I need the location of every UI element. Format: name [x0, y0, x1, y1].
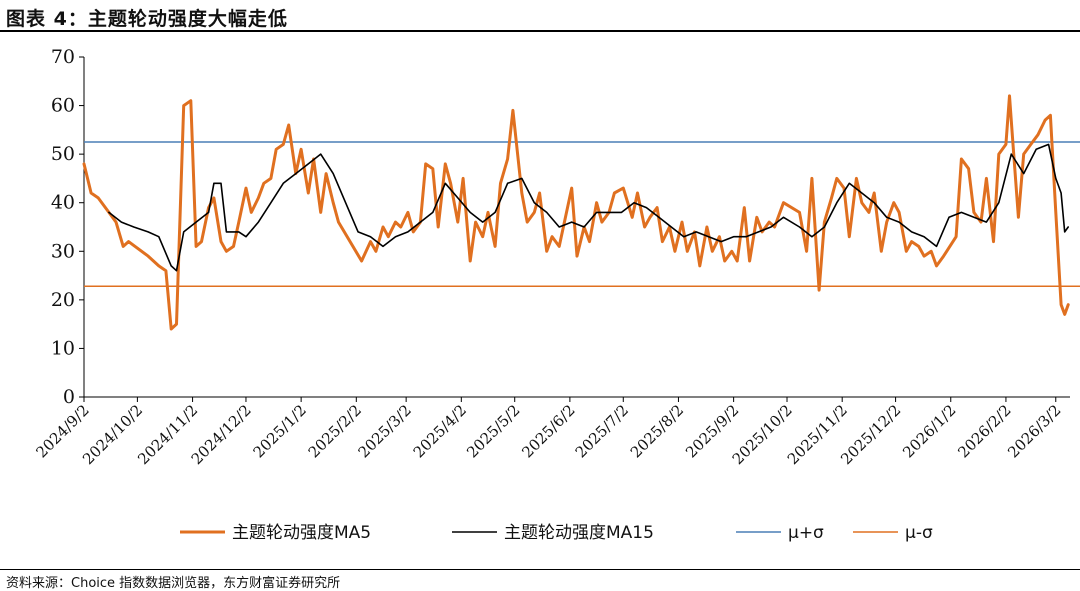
x-tick-label: 2026/1/2 [899, 401, 959, 461]
title-rule [0, 30, 1080, 32]
legend: 主题轮动强度MA5 主题轮动强度MA15 μ+σ μ-σ [180, 523, 933, 543]
y-tick-label: 50 [51, 143, 75, 165]
series-lines [82, 94, 1070, 331]
legend-label: 主题轮动强度MA5 [232, 523, 371, 543]
x-tick-label: 2025/5/2 [463, 401, 523, 461]
y-tick-label: 60 [51, 95, 75, 117]
axes: 0102030405060702024/9/22024/10/22024/11/… [32, 46, 1070, 468]
y-tick-label: 20 [51, 289, 75, 311]
x-tick-label: 2025/6/2 [518, 401, 578, 461]
x-tick-label: 2025/7/2 [572, 401, 632, 461]
series-ma15-line [108, 143, 1069, 272]
legend-label: μ+σ [788, 523, 824, 543]
x-tick-label: 2026/3/2 [1004, 401, 1064, 461]
y-tick-label: 30 [51, 240, 75, 262]
x-tick-label: 2026/2/2 [954, 401, 1014, 461]
y-tick-label: 0 [63, 386, 75, 408]
x-tick-label: 2025/4/2 [410, 401, 470, 461]
legend-label: μ-σ [905, 523, 933, 543]
y-tick-label: 70 [51, 46, 75, 68]
chart-title: 图表 4：主题轮动强度大幅走低 [6, 8, 288, 30]
y-tick-label: 10 [51, 337, 75, 359]
source-rule [0, 569, 1080, 570]
x-tick-label: 2025/8/2 [627, 401, 687, 461]
source-note: 资料来源：Choice 指数数据浏览器，东方财富证券研究所 [6, 576, 341, 591]
x-tick-label: 2025/2/2 [305, 401, 365, 461]
y-tick-label: 40 [51, 192, 75, 214]
legend-label: 主题轮动强度MA15 [504, 523, 654, 543]
reference-lines [84, 141, 1080, 288]
x-tick-label: 2025/3/2 [355, 401, 415, 461]
series-ma5-line [82, 94, 1070, 331]
x-tick-label: 2025/1/2 [250, 401, 310, 461]
